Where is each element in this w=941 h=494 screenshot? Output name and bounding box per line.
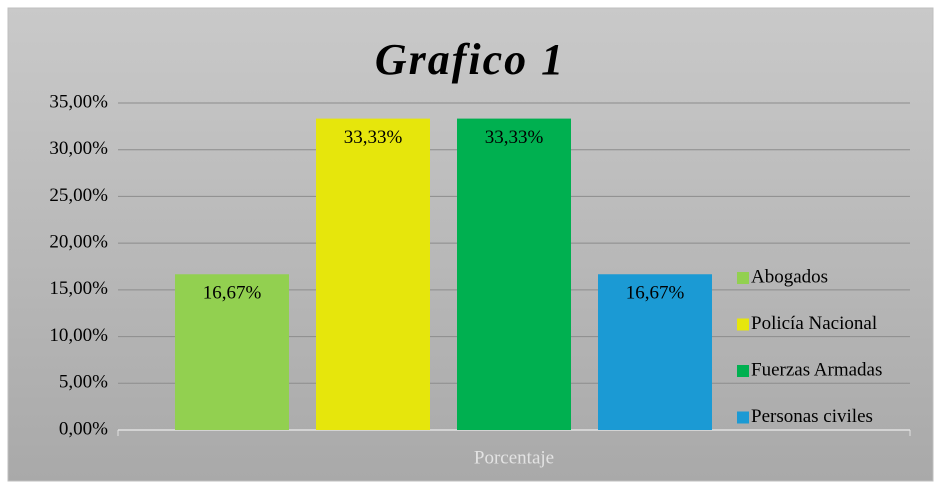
data-label: 16,67%: [203, 283, 262, 304]
bar: [598, 274, 712, 430]
bar: [175, 274, 289, 430]
legend-swatch: [737, 272, 749, 284]
legend-swatch: [737, 411, 749, 424]
x-tick-label: Porcentaje: [474, 447, 554, 468]
legend-label: Abogados: [751, 266, 828, 287]
bar: [316, 118, 430, 430]
legend-label: Policía Nacional: [751, 313, 877, 334]
data-label: 33,33%: [485, 127, 544, 148]
y-tick-label: 0,00%: [59, 418, 108, 439]
legend-label: Personas civiles: [751, 406, 873, 427]
legend-swatch: [737, 318, 749, 331]
bar: [457, 118, 571, 430]
y-tick-label: 20,00%: [49, 232, 108, 253]
data-label: 33,33%: [344, 127, 403, 148]
y-tick-label: 30,00%: [49, 138, 108, 159]
legend-label: Fuerzas Armadas: [751, 359, 882, 380]
y-tick-label: 35,00%: [49, 91, 108, 112]
y-tick-label: 5,00%: [59, 372, 108, 393]
chart-title: Grafico 1: [375, 35, 565, 84]
y-tick-label: 25,00%: [49, 185, 108, 206]
y-tick-label: 10,00%: [49, 325, 108, 346]
data-label: 16,67%: [626, 283, 685, 304]
legend-swatch: [737, 365, 749, 377]
y-tick-label: 15,00%: [49, 278, 108, 299]
